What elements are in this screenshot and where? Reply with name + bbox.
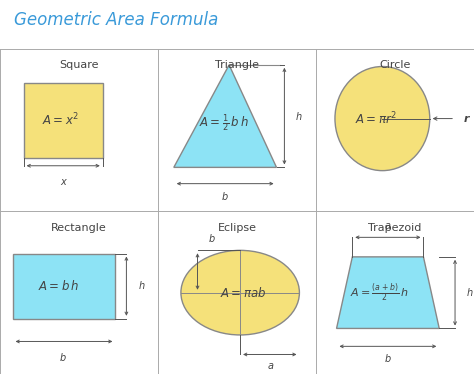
Text: $A = x^2$: $A = x^2$	[42, 112, 79, 129]
Text: $A = \frac{1}{2}\,b\,h$: $A = \frac{1}{2}\,b\,h$	[200, 113, 249, 134]
Text: h: h	[296, 112, 301, 122]
Ellipse shape	[335, 67, 430, 171]
Text: $A = \frac{(a+b)}{2}\,h$: $A = \frac{(a+b)}{2}\,h$	[350, 281, 409, 304]
Text: Trapezoid: Trapezoid	[368, 223, 422, 233]
Text: Rectangle: Rectangle	[51, 223, 107, 233]
Text: Geometric Area Formula: Geometric Area Formula	[14, 11, 219, 29]
Bar	[13, 254, 115, 319]
Text: h: h	[466, 288, 472, 298]
Text: b: b	[221, 191, 228, 202]
Text: b: b	[209, 234, 215, 244]
Polygon shape	[337, 257, 439, 328]
Text: r: r	[464, 114, 469, 123]
Text: Triangle: Triangle	[215, 60, 259, 70]
Bar	[24, 83, 103, 157]
Text: $A = \pi r^2$: $A = \pi r^2$	[355, 110, 397, 127]
Text: b: b	[385, 354, 391, 364]
Text: b: b	[60, 353, 66, 363]
Polygon shape	[174, 65, 276, 168]
Ellipse shape	[181, 250, 300, 335]
Text: Circle: Circle	[379, 60, 410, 70]
Text: Eclipse: Eclipse	[218, 223, 256, 233]
Text: x: x	[60, 177, 66, 187]
Text: a: a	[267, 361, 273, 371]
Text: a: a	[385, 221, 391, 231]
Text: h: h	[139, 281, 145, 291]
Text: $A = \pi ab$: $A = \pi ab$	[220, 286, 266, 300]
Text: Square: Square	[59, 60, 99, 70]
Text: $A = b\,h$: $A = b\,h$	[38, 279, 79, 293]
